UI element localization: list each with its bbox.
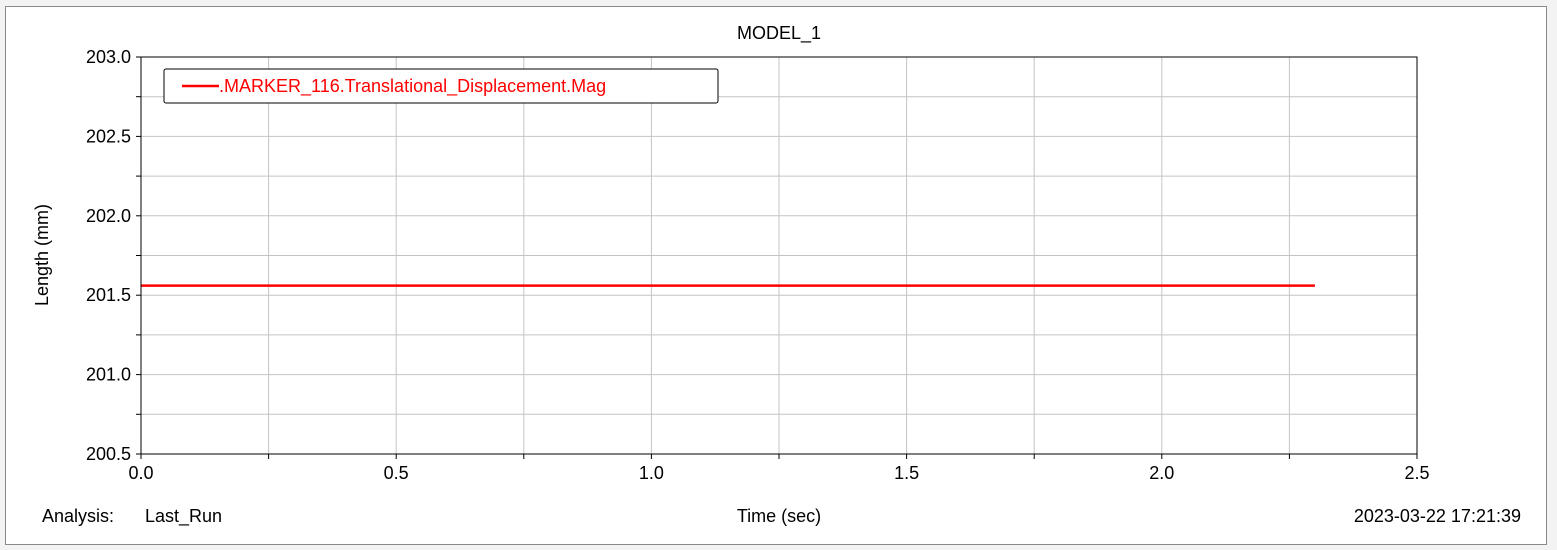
- x-axis-label: Time (sec): [737, 506, 821, 526]
- y-tick-label: 201.0: [86, 365, 131, 385]
- x-tick-label: 2.0: [1149, 463, 1174, 483]
- chart-title: MODEL_1: [737, 23, 821, 44]
- x-tick-label: 1.5: [894, 463, 919, 483]
- x-tick-label: 0.5: [384, 463, 409, 483]
- timestamp: 2023-03-22 17:21:39: [1354, 506, 1521, 526]
- x-tick-label: 0.0: [128, 463, 153, 483]
- grid-lines: [141, 57, 1417, 454]
- y-axis-label: Length (mm): [32, 204, 52, 306]
- y-tick-labels: 203.0 202.5 202.0 201.5 201.0 200.5: [86, 47, 131, 464]
- legend: .MARKER_116.Translational_Displacement.M…: [163, 68, 719, 104]
- x-tick-label: 1.0: [639, 463, 664, 483]
- legend-box: [163, 68, 719, 104]
- analysis-value: Last_Run: [145, 506, 222, 527]
- analysis-label: Analysis:: [42, 506, 114, 526]
- y-tick-label: 203.0: [86, 47, 131, 67]
- x-tick-label: 2.5: [1404, 463, 1429, 483]
- y-tick-label: 202.5: [86, 126, 131, 146]
- legend-entry-label: .MARKER_116.Translational_Displacement.M…: [219, 76, 606, 97]
- y-tick-label: 201.5: [86, 285, 131, 305]
- axis-ticks: [136, 56, 1418, 459]
- x-tick-labels: 0.0 0.5 1.0 1.5 2.0 2.5: [128, 463, 1429, 483]
- y-tick-label: 200.5: [86, 444, 131, 464]
- y-tick-label: 202.0: [86, 206, 131, 226]
- plot-area-border: [140, 56, 1418, 455]
